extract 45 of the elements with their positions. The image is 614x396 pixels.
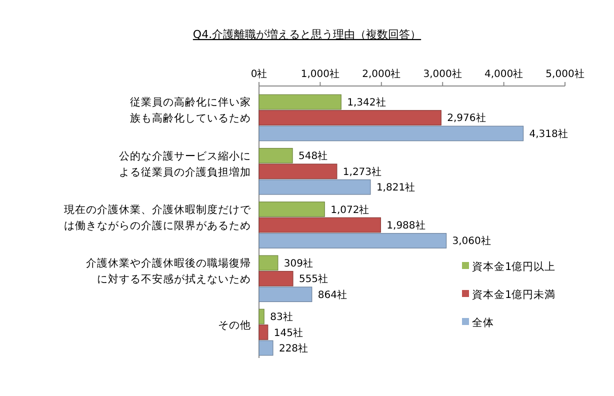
data-label: 1,342社 <box>347 96 386 109</box>
data-label: 1,821社 <box>376 182 416 194</box>
bar <box>258 202 325 217</box>
data-label: 864社 <box>318 288 347 301</box>
y-tick-label: 従業員の高齢化に伴い家族も高齢化しているため <box>130 96 251 125</box>
data-label: 555社 <box>298 273 328 286</box>
bar <box>258 340 274 356</box>
bar <box>258 148 293 164</box>
bar <box>258 308 264 324</box>
data-label: 228社 <box>278 342 308 354</box>
bar <box>258 110 442 126</box>
bar <box>258 233 447 248</box>
x-tick-label: 0社 <box>250 68 268 80</box>
bar <box>258 179 371 195</box>
data-label: 83社 <box>270 311 293 324</box>
bar <box>258 286 312 302</box>
data-label: 3,060社 <box>452 235 491 248</box>
x-tick-label: 1,000社 <box>300 68 340 80</box>
bar <box>258 324 268 340</box>
legend-label: 全体 <box>472 317 494 329</box>
data-label: 1,072社 <box>330 204 370 216</box>
y-tick-label: その他 <box>218 319 251 332</box>
x-tick-label: 5,000社 <box>546 68 584 80</box>
bar <box>258 217 381 233</box>
x-tick-label: 4,000社 <box>484 68 524 80</box>
x-tick-label: 2,000社 <box>362 68 401 80</box>
y-tick-label: 現在の介護休業、介護休暇制度だけでは働きながらの介護に限界があるため <box>64 203 252 232</box>
legend-label: 資本金1億円未満 <box>472 288 556 301</box>
data-label: 2,976社 <box>447 112 486 124</box>
x-tick-label: 3,000社 <box>423 68 462 80</box>
y-tick-label: 公的な介護サービス縮小による従業員の介護負担増加 <box>119 149 251 178</box>
bar <box>258 270 294 286</box>
chart-title: Q4.介護離職が増えると思う理由（複数回答） <box>192 28 422 41</box>
bar <box>258 126 524 142</box>
data-label: 1,988社 <box>386 220 426 232</box>
bar <box>258 94 342 110</box>
bar <box>258 255 278 271</box>
data-label: 1,273社 <box>342 166 382 178</box>
data-label: 548社 <box>298 150 328 162</box>
data-label: 145社 <box>274 326 303 339</box>
data-label: 309社 <box>284 257 314 270</box>
y-tick-label: 介護休業や介護休暇後の職場復帰に対する不安感が拭えないため <box>86 256 251 286</box>
legend-label: 資本金1億円以上 <box>472 260 556 273</box>
bar <box>258 164 338 180</box>
data-label: 4,318社 <box>529 128 568 140</box>
